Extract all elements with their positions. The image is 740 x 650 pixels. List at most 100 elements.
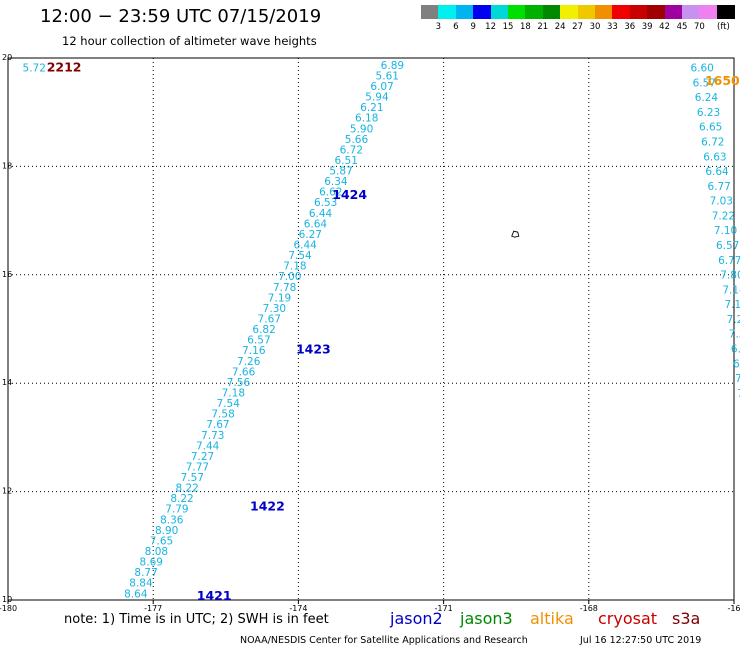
mission-jason3: jason3 [460, 609, 513, 628]
satellite-tracks: 8.648.848.778.698.087.658.908.367.79 8.22… [23, 60, 740, 600]
wave-height-value: 7.56 [227, 377, 251, 389]
wave-height-value: 8.22 [175, 483, 198, 495]
wave-height-value: 7.44 [196, 440, 220, 452]
page-subtitle: 12 hour collection of altimeter wave hei… [62, 34, 317, 48]
wave-height-value: 8.90 [155, 525, 178, 537]
lon-tick-label: -168 [580, 604, 598, 613]
wave-height-value: 5.61 [376, 70, 399, 82]
legend-unit: (ft) [717, 22, 730, 32]
legend-swatch [664, 5, 683, 19]
legend-label: 42 [659, 22, 670, 32]
legend-label: 6 [453, 22, 459, 32]
mission-jason2: jason2 [390, 609, 443, 628]
wave-height-value: 5.66 [345, 134, 369, 146]
wave-height-value: 6.64 [304, 218, 328, 230]
wave-height-value: 6.57 [693, 77, 716, 89]
legend-swatch [682, 5, 700, 19]
wave-height-value: 8.84 [129, 578, 153, 590]
wave-height-value: 7.14 [722, 284, 740, 296]
wave-height-value: 5.72 [23, 63, 46, 75]
legend-swatch [560, 5, 579, 19]
legend-swatch [577, 5, 596, 19]
wave-height-value: 6.82 [252, 324, 275, 336]
map-axes: -180 -177 -174 -171 -168 -16 20 18 16 14 12 10 [0, 53, 740, 613]
wave-height-value: 6.63 [703, 151, 726, 163]
legend-swatch [699, 5, 718, 19]
wave-height-value: 6.18 [355, 113, 378, 125]
wave-height-value: 6.07 [370, 81, 393, 93]
footer-note: note: 1) Time is in UTC; 2) SWH is in fe… [64, 612, 329, 627]
wave-height-value: 7.67 [206, 419, 229, 431]
lat-tick-label: 10 [2, 595, 12, 604]
legend-label: 30 [589, 22, 601, 32]
wave-height-value: 7.65 [150, 535, 173, 547]
wave-height-value: 7.27 [191, 451, 214, 463]
legend-swatch [473, 5, 492, 19]
legend-swatch [421, 5, 439, 19]
wave-height-value: 6.44 [309, 208, 333, 220]
mission-altika: altika [530, 609, 574, 628]
wave-height-value: 7.67 [258, 313, 281, 325]
wave-height-value: 6.21 [360, 102, 383, 114]
map-frame [7, 57, 735, 601]
pass-time-label: 1422 [250, 499, 285, 514]
pass-time-labels: 2212 1424 1423 1422 1421 1650 [47, 60, 740, 603]
wave-height-value: 7.0 [735, 373, 740, 385]
wave-height-value: 6.96 [731, 343, 740, 355]
wave-height-value: 6.7 [733, 358, 740, 370]
wave-height-value: 6.72 [701, 136, 724, 148]
wave-height-value: 7.22 [712, 210, 735, 222]
wave-height-value: 7.19 [268, 292, 291, 304]
wave-height-value: 5.94 [365, 92, 389, 104]
footer-credit: NOAA/NESDIS Center for Satellite Applica… [240, 635, 528, 646]
wave-height-value: 8.08 [145, 546, 168, 558]
wave-height-value: 8.64 [124, 588, 148, 600]
legend-label: 15 [502, 22, 514, 32]
wave-height-value: 7.03 [710, 196, 733, 208]
legend-label: 21 [537, 22, 549, 32]
legend-swatch [508, 5, 526, 19]
wave-height-value: 5.87 [329, 166, 352, 178]
legend-label: 39 [641, 22, 653, 32]
wave-height-value: 7.00 [278, 271, 301, 283]
legend-label: 70 [693, 22, 705, 32]
legend-swatch [612, 5, 631, 19]
wave-height-value: 6.53 [314, 197, 337, 209]
page-title: 12:00 − 23:59 UTC 07/15/2019 [40, 6, 322, 27]
legend-swatch [716, 5, 735, 19]
pass-time-label: 1424 [332, 187, 367, 202]
wave-height-value: 8.69 [140, 557, 163, 569]
wave-height-value: 6.72 [340, 144, 363, 156]
legend-label: 36 [624, 22, 636, 32]
mission-s3a: s3a [672, 609, 701, 628]
wave-height-value: 6.77 [718, 255, 740, 267]
legend-swatch [647, 5, 666, 19]
wave-height-value: 7.79 [165, 504, 188, 516]
lat-tick-label: 18 [2, 161, 12, 170]
wave-height-value: 7.58 [211, 409, 234, 421]
map-grid [8, 58, 734, 600]
wave-height-value: 6.62 [319, 187, 342, 199]
wave-height-value: 6.57 [716, 240, 739, 252]
lon-tick-label: -16 [727, 604, 740, 613]
lat-tick-label: 20 [2, 53, 12, 62]
wave-height-value: 7.77 [186, 461, 209, 473]
wave-height-value: 8.36 [160, 514, 184, 526]
lon-tick-label: -171 [435, 604, 453, 613]
wave-height-value: 7.57 [181, 472, 204, 484]
wave-height-value: 5.90 [350, 123, 373, 135]
legend-label: 18 [519, 22, 531, 32]
wave-height-value: 6.64 [705, 166, 729, 178]
wave-height-value: 6.51 [335, 155, 358, 167]
wave-height-value: 6.24 [695, 92, 719, 104]
legend-label: 3 [435, 22, 442, 32]
legend-label: 45 [676, 22, 688, 32]
wave-height-value: 6.77 [707, 181, 730, 193]
wave-height-value: 6.60 [690, 63, 713, 75]
island-outline [511, 230, 520, 238]
wave-height-value: 7.27 [727, 314, 740, 326]
wave-height-value: 8.77 [134, 567, 157, 579]
wave-height-value: 6.57 [247, 335, 270, 347]
legend-swatch [525, 5, 544, 19]
